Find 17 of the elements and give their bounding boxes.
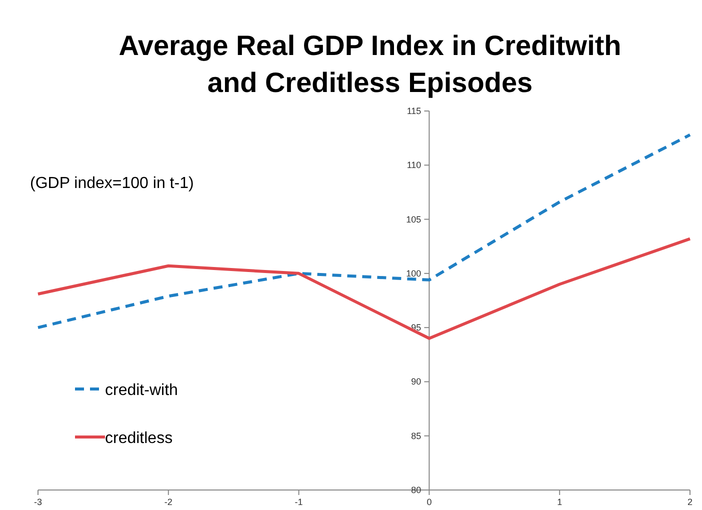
legend-label: credit-with [105, 382, 178, 399]
y-tick-label: 110 [406, 160, 422, 170]
x-tick-label: -2 [164, 497, 172, 507]
y-tick-label: 100 [406, 268, 422, 278]
x-tick-label: -3 [34, 497, 42, 507]
x-tick-label: 2 [687, 497, 693, 507]
x-tick-label: -1 [294, 497, 303, 507]
annotation: (GDP index=100 in t-1) [30, 175, 194, 192]
y-tick-label: 85 [411, 430, 422, 441]
legend-label: creditless [105, 430, 173, 447]
y-tick-label: 105 [406, 214, 422, 224]
y-tick-label: 115 [406, 106, 422, 116]
line-series [36, 237, 692, 340]
x-tick-label: 1 [557, 497, 562, 507]
x-tick-label: 0 [426, 497, 432, 507]
chart-title: Average Real GDP Index in Creditwith and Creditless Episodes [118, 30, 622, 98]
y-tick-label: 90 [411, 376, 422, 387]
